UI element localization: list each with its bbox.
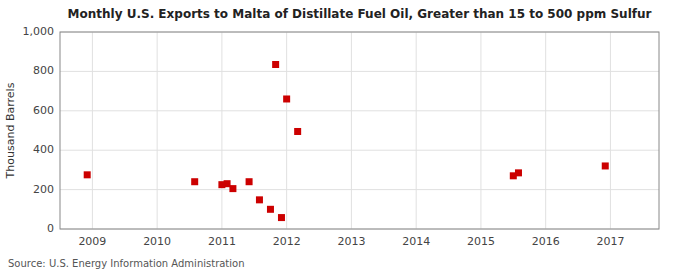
grid-line	[157, 32, 158, 229]
y-tick-label: 200	[33, 183, 54, 196]
y-tick-label: 400	[33, 143, 54, 156]
grid-line	[545, 32, 546, 229]
x-tick-label: 2009	[78, 235, 106, 248]
point	[283, 95, 290, 102]
point	[229, 185, 236, 192]
y-tick-label: 600	[33, 104, 54, 117]
y-axis-label: Thousand Barrels	[4, 82, 17, 179]
x-tick-label: 2010	[143, 235, 171, 248]
point	[84, 171, 91, 178]
grid-line	[610, 32, 611, 229]
x-tick-label: 2015	[467, 235, 495, 248]
x-tick-label: 2014	[402, 235, 430, 248]
y-tick-label: 0	[47, 222, 54, 235]
grid-line	[416, 32, 417, 229]
grid-line	[351, 32, 352, 229]
grid	[60, 32, 659, 229]
x-tick-label: 2017	[596, 235, 624, 248]
axes: 0 200 400 600 800 1,000 2009 2010 2011 2012 2013 20…	[23, 25, 660, 248]
grid-line	[60, 150, 659, 151]
points	[84, 61, 609, 221]
source-note: Source: U.S. Energy Information Administ…	[8, 258, 245, 269]
x-tick-label: 2011	[208, 235, 236, 248]
chart: 0 200 400 600 800 1,000 2009 2010 2011 2012 2013 20…	[0, 0, 675, 275]
background	[0, 0, 675, 275]
point	[515, 169, 522, 176]
grid-line	[286, 32, 287, 229]
grid-line	[221, 32, 222, 229]
y-tick-label: 800	[33, 64, 54, 77]
grid-line	[60, 71, 659, 72]
x-tick-label: 2016	[532, 235, 560, 248]
point	[246, 178, 253, 185]
point	[256, 196, 263, 203]
point	[294, 128, 301, 135]
point	[191, 178, 198, 185]
plot-frame	[60, 32, 659, 229]
page: {"chart_data": {"type": "scatter", "titl…	[0, 0, 675, 275]
point	[267, 206, 274, 213]
x-tick-label: 2013	[337, 235, 365, 248]
point	[278, 214, 285, 221]
grid-line	[60, 110, 659, 111]
y-tick-label: 1,000	[23, 25, 55, 38]
x-tick-label: 2012	[273, 235, 301, 248]
grid-line	[60, 189, 659, 190]
plot-area	[60, 32, 659, 229]
point	[272, 61, 279, 68]
grid-line	[92, 32, 93, 229]
point	[602, 162, 609, 169]
title: Monthly U.S. Exports to Malta of Distill…	[68, 7, 652, 21]
grid-line	[480, 32, 481, 229]
